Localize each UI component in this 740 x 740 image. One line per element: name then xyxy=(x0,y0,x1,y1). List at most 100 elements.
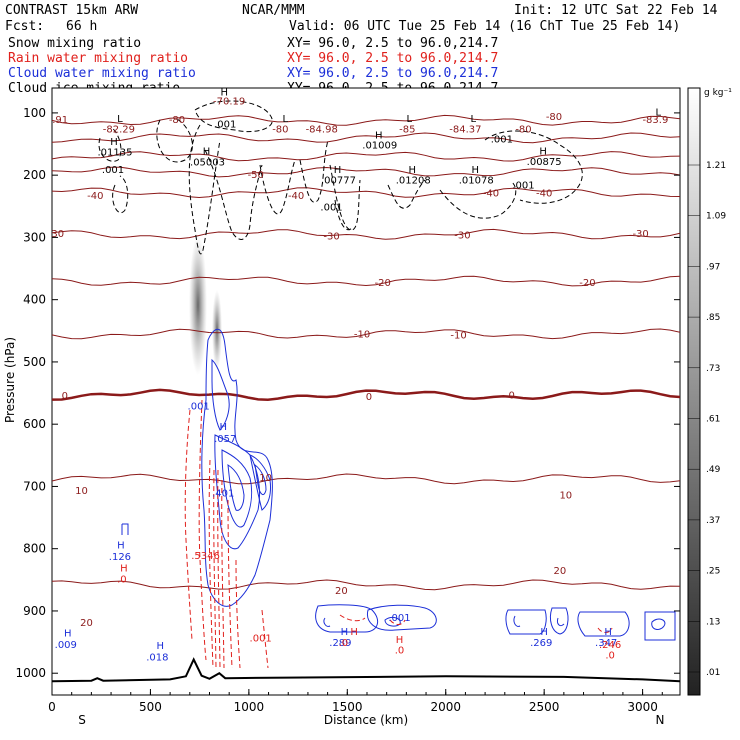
isotherm--50 xyxy=(52,166,680,178)
extremum-label: H xyxy=(471,165,479,176)
y-tick-label: 300 xyxy=(23,230,46,244)
cloud-water-contour xyxy=(221,449,253,528)
colorbar-level: 1.09 xyxy=(706,212,726,222)
contour-label: -20 xyxy=(579,278,595,289)
extremum-label: .01078 xyxy=(459,176,494,187)
extremum-label: .001 xyxy=(188,402,210,413)
contour-label: -80 xyxy=(169,115,185,126)
legend-item-xy: XY= 96.0, 2.5 to 96.0,214.7 xyxy=(287,66,498,81)
extremum-label: H xyxy=(220,88,228,99)
isotherm--60 xyxy=(52,151,680,162)
y-tick-label: 200 xyxy=(23,168,46,182)
x-tick-label: 1500 xyxy=(332,700,363,714)
extremum-label: .009 xyxy=(55,640,77,651)
extremum-label: .001 xyxy=(512,180,534,191)
cloud-water-contour xyxy=(211,358,230,431)
isotherm--40 xyxy=(52,187,680,199)
contour-label: 0 xyxy=(366,392,372,403)
cloud-water-contour xyxy=(214,434,261,550)
extremum-label: .05003 xyxy=(190,157,225,168)
ice-contour xyxy=(299,139,329,203)
extremum-label: .01208 xyxy=(396,176,431,187)
extremum-label: H xyxy=(375,131,383,142)
rain-contour xyxy=(227,499,233,669)
ice-contour xyxy=(194,100,273,133)
contour-label: -84.37 xyxy=(449,124,481,135)
ice-contour xyxy=(98,127,122,162)
extremum-label: H xyxy=(110,137,118,148)
ice-contour xyxy=(204,149,263,240)
rain-contour xyxy=(339,614,366,622)
extremum-label: .00777 xyxy=(321,176,356,187)
contour-label: -80 xyxy=(546,112,562,123)
contour-label: -20 xyxy=(375,278,391,289)
x-tick-label: 2500 xyxy=(529,700,560,714)
isotherm--10 xyxy=(52,328,680,340)
ice-contour xyxy=(484,130,583,204)
cloud-water-contour xyxy=(505,609,547,635)
extremum-label: .0 xyxy=(395,646,405,657)
init-time: Init: 12 UTC Sat 22 Feb 14 xyxy=(514,3,718,18)
ice-contour xyxy=(334,199,353,231)
colorbar-level: .73 xyxy=(706,364,720,374)
x-axis-label: Distance (km) xyxy=(324,713,408,727)
extremum-label: .289 xyxy=(329,638,351,649)
forecast-label: Fcst: xyxy=(5,19,44,34)
contour-label: -10 xyxy=(450,331,466,342)
isotherm--70 xyxy=(52,132,680,144)
rain-contour xyxy=(208,459,214,669)
ice-contour xyxy=(188,124,221,255)
rain-contour xyxy=(221,479,225,669)
extremum-label: H xyxy=(350,627,358,638)
contour-label: -80 xyxy=(515,124,531,135)
cloud-water-contour xyxy=(577,611,630,637)
rain-contour xyxy=(389,619,406,625)
extremum-label: L xyxy=(656,108,662,119)
extremum-label: .0 xyxy=(117,575,127,586)
valid-time: Valid: 06 UTC Tue 25 Feb 14 (16 ChT Tue … xyxy=(289,19,680,34)
extremum-label: .001 xyxy=(320,202,342,213)
contour-label: -82.29 xyxy=(103,124,135,135)
contour-labels: -80 -80 -80 -80 -83.91 -82.29 -70.19 -84.98 -84.… xyxy=(48,96,668,629)
rain-water-contours xyxy=(184,399,613,669)
cloud-water-contour xyxy=(227,464,245,511)
contour-label: 20 xyxy=(554,566,567,577)
extremum-label: L xyxy=(471,114,477,125)
rain-contour xyxy=(198,399,207,661)
contour-label: -84.98 xyxy=(306,124,338,135)
extremum-label: L xyxy=(282,114,288,125)
contour-label: -80 xyxy=(272,124,288,135)
y-tick-label: 800 xyxy=(23,542,46,556)
cloud-ice-contours xyxy=(98,100,583,255)
extremum-label: L xyxy=(407,114,413,125)
extremum-label: .001 xyxy=(102,165,124,176)
contour-label: -40 xyxy=(288,191,304,202)
cloud-water-contour xyxy=(651,618,666,630)
temperature-contours xyxy=(52,114,680,591)
colorbar-level: .85 xyxy=(706,313,720,323)
rain-contour xyxy=(235,559,241,669)
cloud-water-contour xyxy=(249,454,271,511)
cloud-water-contour xyxy=(549,607,569,635)
contour-label: -30 xyxy=(454,230,470,241)
x-tick-label: 500 xyxy=(139,700,162,714)
extremum-label: .001 xyxy=(250,634,272,645)
extremum-label: H xyxy=(220,422,228,433)
extremum-label: .001 xyxy=(214,119,236,130)
contour-label: 20 xyxy=(80,618,93,629)
cloud-water-contour xyxy=(323,617,331,627)
extremum-label: H xyxy=(396,635,404,646)
extremum-label: .401 xyxy=(212,489,234,500)
rain-contour xyxy=(217,469,221,669)
snow-shading-column-2 xyxy=(212,290,222,370)
contour-label: -30 xyxy=(48,229,64,240)
colorbar-level: 1.21 xyxy=(706,161,726,171)
y-axis-label: Pressure (hPa) xyxy=(3,337,17,423)
x-axis: 0 500 1000 1500 2000 2500 3000 xyxy=(48,689,663,714)
contour-label: -70.19 xyxy=(213,96,245,107)
legend-item-name: Cloud water mixing ratio xyxy=(8,66,196,81)
legend-item-name: Snow mixing ratio xyxy=(8,36,141,51)
contour-label: -83.9 xyxy=(642,115,668,126)
